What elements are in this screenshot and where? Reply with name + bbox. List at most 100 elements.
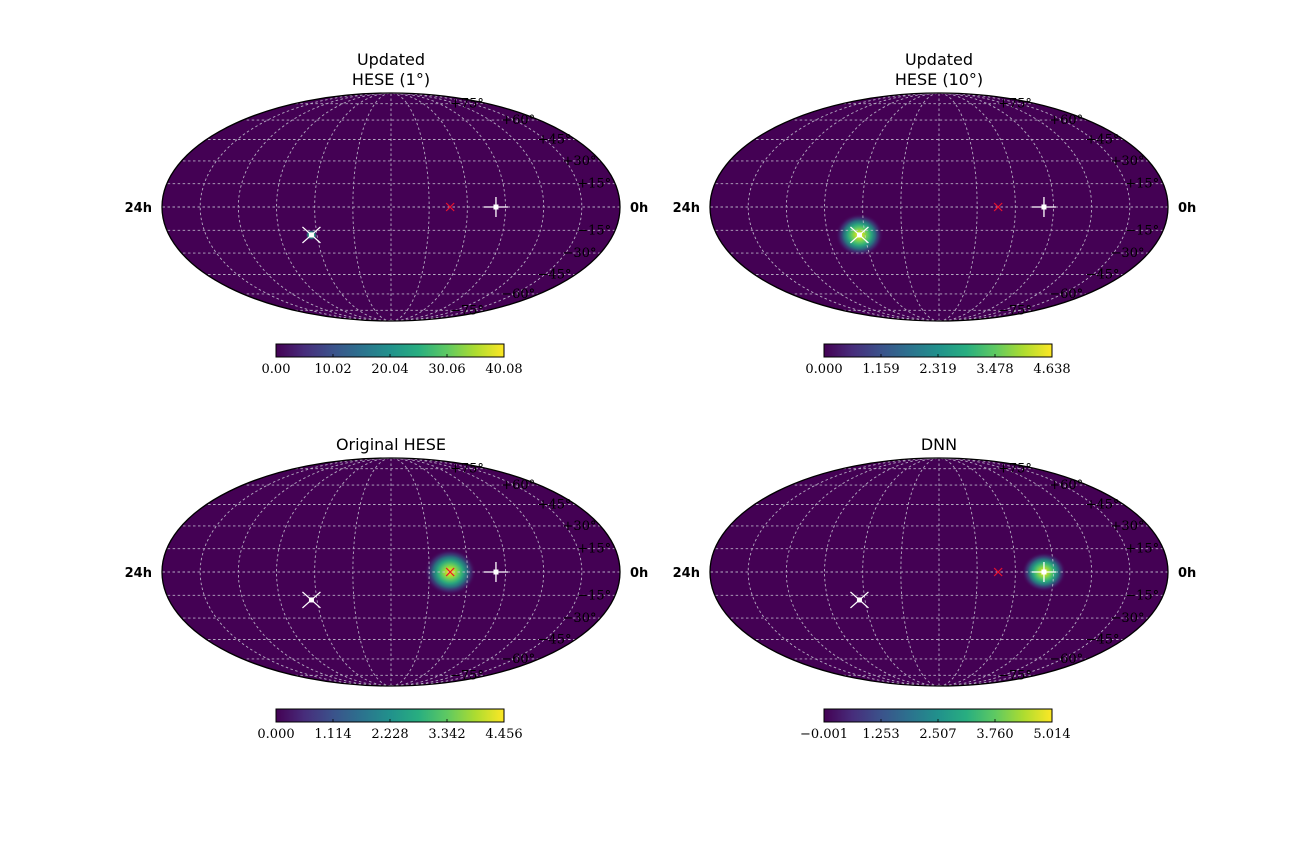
sky-map-border bbox=[709, 92, 1169, 322]
grid-meridian bbox=[900, 92, 940, 322]
dec-label: +60° bbox=[1049, 113, 1083, 128]
event-plus-marker bbox=[483, 197, 508, 217]
dec-label: −60° bbox=[1049, 652, 1083, 667]
dec-label: −45° bbox=[1086, 632, 1120, 647]
colorbar-tick-label: 30.06 bbox=[428, 362, 465, 377]
colorbar-tick-label: 20.04 bbox=[371, 362, 408, 377]
source-x-marker bbox=[993, 202, 1003, 212]
source-x-marker bbox=[445, 567, 455, 577]
grid-meridian bbox=[900, 457, 940, 687]
dec-label: −15° bbox=[577, 223, 611, 238]
event-plus-marker bbox=[483, 562, 508, 582]
dec-label: −30° bbox=[1111, 611, 1145, 626]
panel-title: DNN bbox=[921, 435, 957, 454]
dec-label: +30° bbox=[563, 154, 597, 169]
dec-label: −45° bbox=[538, 632, 572, 647]
dec-label: +30° bbox=[1111, 154, 1145, 169]
dec-label: +45° bbox=[538, 133, 572, 148]
panel-title: HESE (1°) bbox=[352, 70, 430, 89]
colorbar-tick-label: 10.02 bbox=[314, 362, 351, 377]
dec-label: +45° bbox=[1086, 498, 1120, 513]
panel-title: Original HESE bbox=[336, 435, 446, 454]
grid-meridian bbox=[390, 457, 545, 687]
grid-meridian bbox=[938, 92, 1054, 322]
dec-label: +30° bbox=[563, 519, 597, 534]
colorbar-tick-label: 2.319 bbox=[919, 362, 956, 377]
dec-label: +60° bbox=[501, 478, 535, 493]
colorbar-tick-label: 40.08 bbox=[485, 362, 522, 377]
dec-label: −60° bbox=[1049, 287, 1083, 302]
grid-meridian bbox=[938, 92, 1016, 322]
colorbar: 0.00 10.02 20.04 30.06 40.08 bbox=[262, 343, 523, 377]
dec-label: +75° bbox=[998, 97, 1032, 112]
sky-map-background bbox=[710, 93, 1168, 321]
grid-meridian bbox=[938, 457, 1093, 687]
dec-label: +75° bbox=[450, 97, 484, 112]
grid-meridian bbox=[352, 457, 392, 687]
sky-map-border bbox=[709, 457, 1169, 687]
ra-label-left: 24h bbox=[673, 201, 700, 216]
dec-label: −60° bbox=[501, 652, 535, 667]
colorbar-tick-label: 0.000 bbox=[257, 727, 294, 742]
colorbar: 0.000 1.159 2.319 3.478 4.638 bbox=[805, 343, 1071, 377]
colorbar-tick-label: 5.014 bbox=[1033, 727, 1070, 742]
grid-meridian bbox=[390, 457, 430, 687]
dec-label: +75° bbox=[998, 462, 1032, 477]
dec-label: −75° bbox=[998, 303, 1032, 318]
ra-label-right: 0h bbox=[630, 566, 648, 581]
dec-label: +75° bbox=[450, 462, 484, 477]
dec-label: −75° bbox=[998, 668, 1032, 683]
sky-map-border bbox=[161, 92, 621, 322]
grid-meridian bbox=[785, 92, 940, 322]
dec-label: +15° bbox=[1125, 542, 1159, 557]
dec-label: −30° bbox=[563, 246, 597, 261]
colorbar-tick-label: 4.456 bbox=[485, 727, 522, 742]
event-x-marker bbox=[302, 226, 321, 244]
grid-meridian bbox=[862, 92, 940, 322]
grid-meridian bbox=[314, 92, 392, 322]
dec-label: +45° bbox=[538, 498, 572, 513]
grid-meridian bbox=[390, 457, 506, 687]
colorbar-tick-label: −0.001 bbox=[800, 727, 848, 742]
grid-meridian bbox=[938, 457, 978, 687]
grid-meridian bbox=[862, 457, 940, 687]
dec-label: −45° bbox=[538, 267, 572, 282]
sky-map-background bbox=[162, 93, 620, 321]
sky-map-background bbox=[710, 458, 1168, 686]
sky-map-panel-2: +75° +60°+45° +30° +15° −15° −30° −45°−60° −75°… bbox=[673, 50, 1197, 377]
event-plus-marker bbox=[1031, 562, 1056, 582]
panel-title: Updated bbox=[905, 50, 973, 69]
colorbar-tick-label: 4.638 bbox=[1033, 362, 1070, 377]
grid-meridian bbox=[824, 457, 940, 687]
event-x-marker bbox=[850, 226, 869, 244]
colorbar-tick-label: 1.159 bbox=[862, 362, 899, 377]
dec-label: −75° bbox=[450, 668, 484, 683]
grid-meridian bbox=[938, 457, 1054, 687]
grid-meridian bbox=[938, 92, 978, 322]
sky-map-panel-1: +75° +60°+45° +30° +15° −15° −30° −45°−60° −75°… bbox=[125, 50, 649, 377]
colorbar-tick-label: 0.000 bbox=[805, 362, 842, 377]
dec-label: −15° bbox=[1125, 588, 1159, 603]
dec-label: −15° bbox=[1125, 223, 1159, 238]
grid-meridian bbox=[390, 457, 468, 687]
dec-label: +15° bbox=[577, 542, 611, 557]
dec-label: −75° bbox=[450, 303, 484, 318]
panel-title: HESE (10°) bbox=[895, 70, 983, 89]
dec-label: −45° bbox=[1086, 267, 1120, 282]
dec-label: +60° bbox=[501, 113, 535, 128]
sky-map-panel-4: +75° +60°+45° +30° +15° −15° −30° −45°−60° −75°… bbox=[673, 435, 1197, 742]
dec-label: +45° bbox=[1086, 133, 1120, 148]
dec-label: +15° bbox=[1125, 177, 1159, 192]
grid-meridian bbox=[276, 457, 392, 687]
colorbar: 0.000 1.114 2.228 3.342 4.456 bbox=[257, 708, 523, 742]
grid-meridian bbox=[390, 92, 506, 322]
grid-meridian bbox=[352, 92, 392, 322]
colorbar-tick-label: 1.253 bbox=[862, 727, 899, 742]
colorbar-tick-label: 3.342 bbox=[428, 727, 465, 742]
dec-label: +15° bbox=[577, 177, 611, 192]
colorbar-tick-label: 3.478 bbox=[976, 362, 1013, 377]
source-x-marker bbox=[993, 567, 1003, 577]
grid-meridian bbox=[237, 457, 392, 687]
dec-label: −60° bbox=[501, 287, 535, 302]
